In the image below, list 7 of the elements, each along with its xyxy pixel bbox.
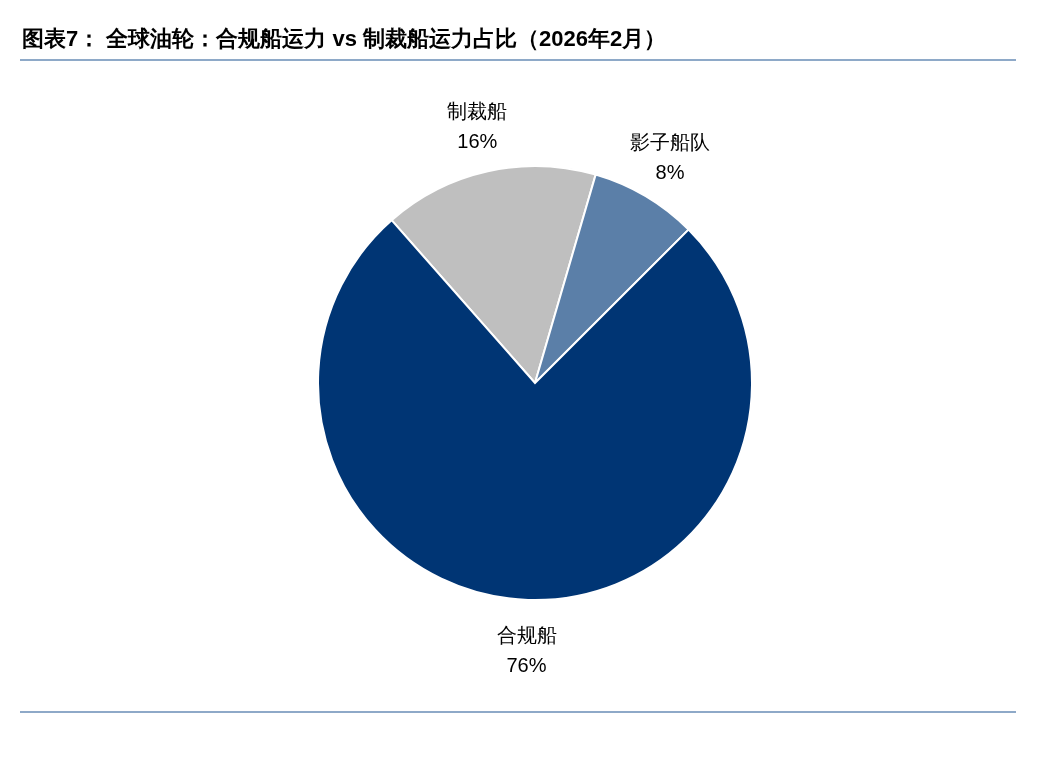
data-label: 16% [457, 130, 498, 153]
slice-label: 制裁船 [447, 100, 508, 123]
slice-label: 影子船队 [630, 130, 711, 153]
chart-title: 图表7： 全球油轮：合规船运力 vs 制裁船运力占比（2026年2月） [22, 26, 667, 51]
data-label: 76% [506, 653, 547, 676]
slice-label: 合规船 [496, 623, 557, 646]
data-label: 8% [655, 160, 685, 183]
